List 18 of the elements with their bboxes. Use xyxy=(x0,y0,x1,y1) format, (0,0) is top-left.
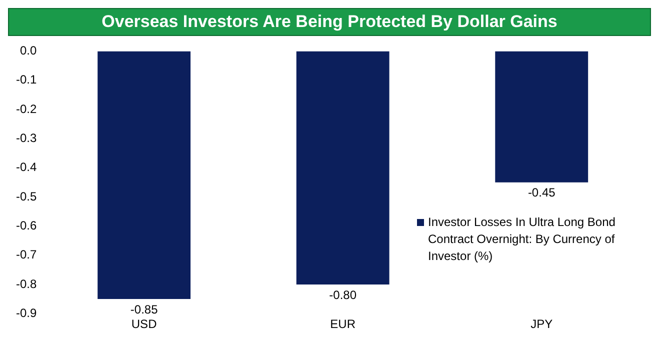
y-tick-label: -0.5 xyxy=(16,189,37,204)
x-tick-label: JPY xyxy=(530,317,553,332)
y-tick-label: -0.7 xyxy=(16,248,37,262)
y-tick-label: -0.2 xyxy=(16,102,37,116)
y-tick-label: -0.9 xyxy=(16,306,37,320)
y-tick-label: -0.6 xyxy=(16,218,37,232)
data-label: -0.85 xyxy=(130,302,158,316)
y-tick-label: -0.3 xyxy=(16,130,37,145)
x-tick-label: USD xyxy=(131,317,158,332)
data-label: -0.80 xyxy=(329,288,357,302)
y-tick-label: 0.0 xyxy=(20,44,37,58)
data-label: -0.45 xyxy=(528,186,556,200)
x-tick-label: EUR xyxy=(330,317,356,332)
y-tick-label: -0.4 xyxy=(16,160,37,174)
legend-label: Investor Losses In Ultra Long Bond Contract Overnight: By Currency of Investor (%) xyxy=(428,214,616,265)
y-tick-label: -0.1 xyxy=(16,72,37,87)
chart-title: Overseas Investors Are Being Protected By Dollar Gains xyxy=(8,8,651,36)
y-tick-label: -0.8 xyxy=(16,276,37,291)
